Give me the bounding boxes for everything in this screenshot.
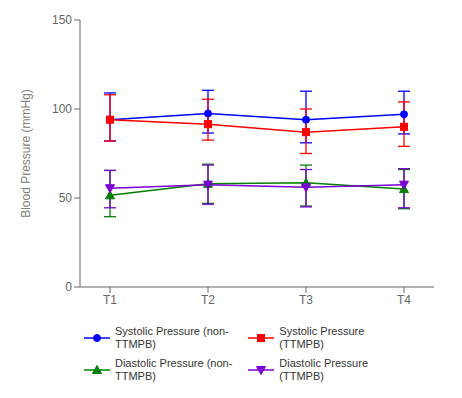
svg-text:T3: T3: [299, 293, 313, 307]
svg-text:150: 150: [52, 13, 72, 27]
html-text:Systolic Pressure (non- TTMPB): Systolic Pressure (non- TTMPB): [115, 325, 229, 350]
svg-text:T2: T2: [201, 293, 215, 307]
html-text:Systolic Pressure (TTMPB): Systolic Pressure (TTMPB): [279, 325, 365, 350]
svg-text:T4: T4: [397, 293, 411, 307]
svg-text:T1: T1: [103, 293, 117, 307]
html-text:Diastolic Pressure (non- TTMPB: Diastolic Pressure (non- TTMPB): [115, 357, 233, 382]
svg-text:Blood Pressure (mmHg): Blood Pressure (mmHg): [19, 89, 33, 218]
svg-text:0: 0: [65, 280, 72, 294]
html-text:Diastolic Pressure (TTMPB): Diastolic Pressure (TTMPB): [279, 357, 368, 382]
svg-text:100: 100: [52, 102, 72, 116]
svg-text:50: 50: [59, 191, 73, 205]
